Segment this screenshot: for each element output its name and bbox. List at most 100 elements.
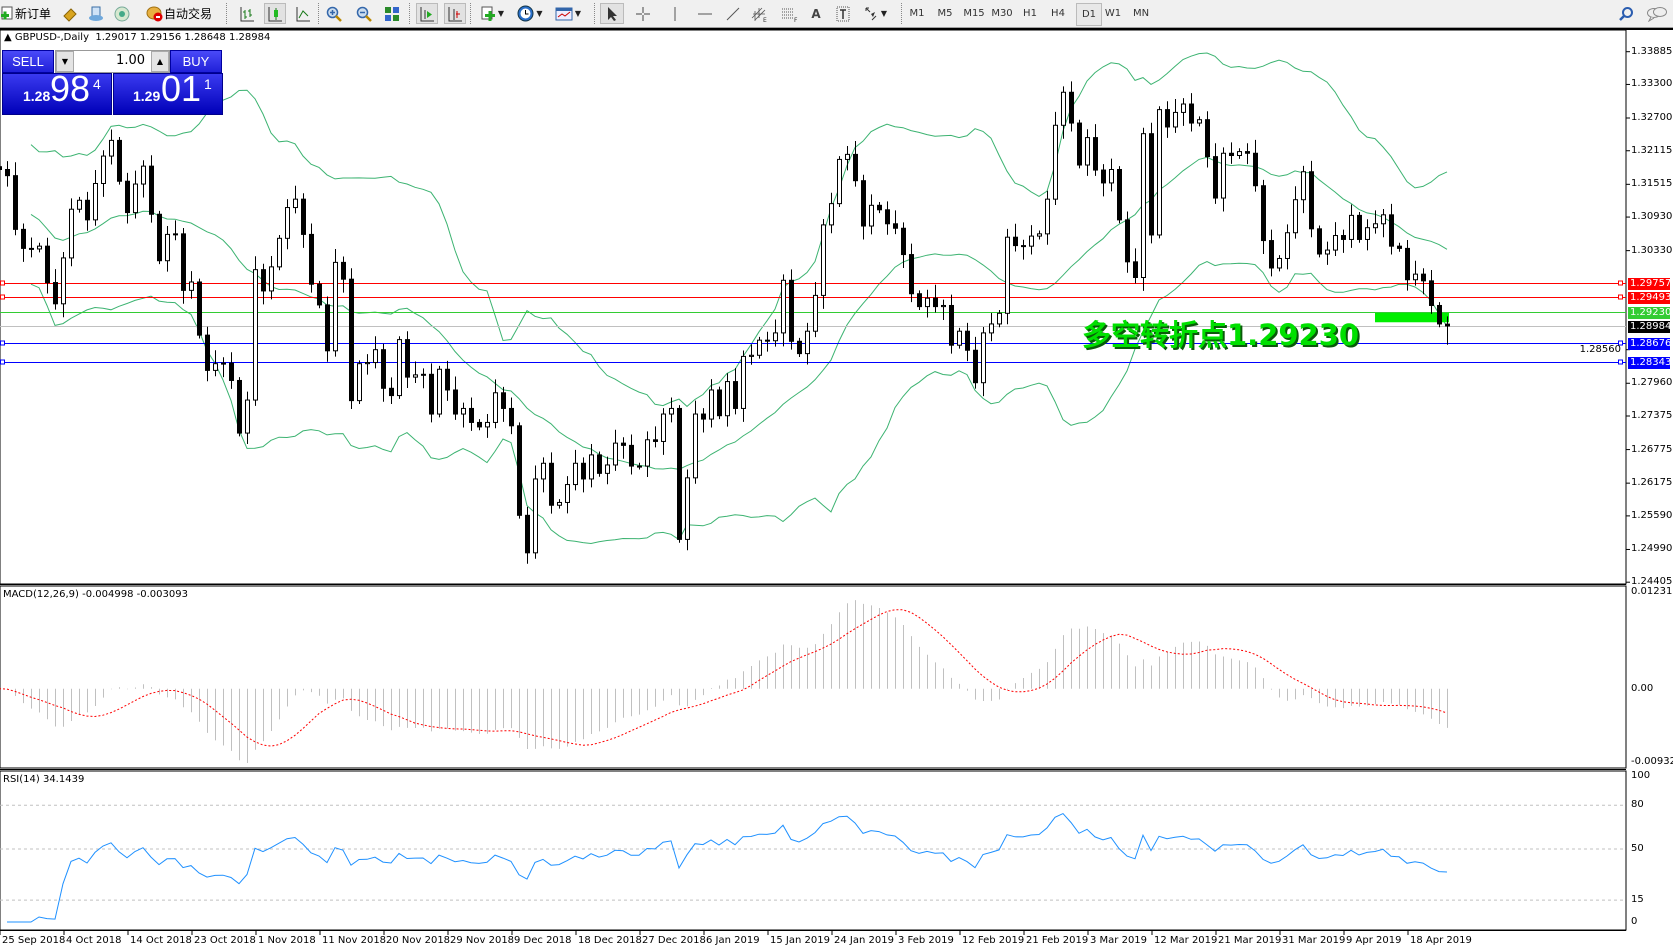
candle bbox=[165, 226, 170, 272]
vertical-line-tool[interactable] bbox=[664, 3, 686, 24]
candlestick-chart-button[interactable] bbox=[264, 3, 286, 24]
candle bbox=[1437, 302, 1442, 328]
auto-scroll-button[interactable] bbox=[416, 3, 438, 24]
timeframe-m30[interactable]: M30 bbox=[991, 8, 1013, 19]
new-order-button[interactable]: 新订单 bbox=[1, 3, 51, 24]
candle bbox=[661, 408, 666, 455]
buy-button[interactable]: BUY bbox=[170, 50, 222, 73]
timeframe-m1[interactable]: M1 bbox=[909, 8, 925, 19]
candle bbox=[413, 361, 418, 383]
rsi-pane-frame bbox=[0, 770, 1627, 931]
time-axis-label: 9 Apr 2019 bbox=[1346, 935, 1402, 946]
candle bbox=[325, 296, 330, 362]
sell-price-prefix: 1.28 bbox=[23, 88, 51, 104]
candle-body-bull bbox=[981, 332, 986, 384]
price-level-label[interactable]: 1.28676 bbox=[1628, 337, 1672, 350]
arrows-icon bbox=[865, 7, 877, 20]
zoom-out-button[interactable] bbox=[354, 3, 374, 24]
candle bbox=[1341, 229, 1346, 253]
candle bbox=[469, 397, 474, 431]
price-level-label[interactable]: 1.28984 bbox=[1628, 320, 1672, 333]
candle-body-bull bbox=[277, 237, 282, 268]
lot-decrease-button[interactable]: ▼ bbox=[56, 51, 74, 72]
candle bbox=[1045, 190, 1050, 245]
line-anchor-handle bbox=[0, 359, 5, 365]
candle bbox=[453, 376, 458, 420]
pivot-annotation-text[interactable]: 多空转折点1.29230 bbox=[1082, 318, 1360, 352]
tile-windows-button[interactable] bbox=[382, 3, 402, 24]
sell-button[interactable]: SELL bbox=[2, 50, 54, 73]
cursor-tool[interactable] bbox=[600, 3, 624, 24]
templates-dropdown[interactable]: ▼ bbox=[552, 3, 584, 24]
candle bbox=[629, 434, 634, 475]
trendline-tool[interactable] bbox=[722, 3, 744, 24]
candle bbox=[1213, 143, 1218, 204]
text-tool[interactable]: A bbox=[806, 3, 826, 24]
line-chart-button[interactable] bbox=[293, 3, 313, 24]
candle-body-bull bbox=[781, 279, 786, 334]
timeframe-m5[interactable]: M5 bbox=[937, 8, 953, 19]
fibonacci-tool[interactable]: F bbox=[779, 3, 801, 24]
timeframe-w1[interactable]: W1 bbox=[1104, 8, 1122, 19]
search-button[interactable] bbox=[1616, 3, 1636, 24]
price-level-label[interactable]: 1.29230 bbox=[1628, 306, 1672, 319]
timeframe-h4[interactable]: H4 bbox=[1051, 8, 1065, 19]
terminal-button[interactable] bbox=[112, 3, 132, 24]
price-level-label[interactable]: 1.29493 bbox=[1628, 291, 1672, 304]
candle-body-bear bbox=[157, 213, 162, 262]
chat-button[interactable] bbox=[1644, 3, 1670, 24]
auto-trading-button[interactable]: 自动交易 bbox=[146, 3, 212, 24]
arrows-dropdown[interactable]: ▼ bbox=[860, 3, 890, 24]
timeframe-d1[interactable]: D1 bbox=[1076, 3, 1102, 26]
candle-body-bear bbox=[197, 281, 202, 336]
market-watch-button[interactable] bbox=[60, 3, 80, 24]
candle-body-bear bbox=[1117, 168, 1122, 221]
candle-body-bear bbox=[765, 339, 770, 342]
price-level-label[interactable]: 1.28343 bbox=[1628, 356, 1672, 369]
candle-body-bull bbox=[1293, 199, 1298, 234]
candle-body-bull bbox=[365, 362, 370, 365]
candle-body-bull bbox=[557, 501, 562, 506]
candle bbox=[245, 391, 250, 444]
candle-body-bull bbox=[1173, 111, 1178, 128]
candle-body-bear bbox=[53, 282, 58, 305]
candle bbox=[189, 271, 194, 299]
zoom-in-button[interactable] bbox=[324, 3, 344, 24]
timeframe-m15[interactable]: M15 bbox=[963, 8, 985, 19]
candle bbox=[1285, 224, 1290, 270]
candle bbox=[1013, 223, 1018, 252]
price-tick-label: 1.32700 bbox=[1631, 112, 1673, 123]
text-label-tool[interactable] bbox=[832, 3, 854, 24]
candle-body-bear bbox=[125, 180, 130, 214]
sell-price-box[interactable]: 1.28 98 4 bbox=[2, 68, 112, 115]
text-label-icon bbox=[836, 6, 850, 21]
chart-shift-button[interactable] bbox=[444, 3, 466, 24]
line-anchor-handle bbox=[0, 294, 5, 300]
collapse-triangle-icon[interactable]: ▲ bbox=[4, 32, 12, 43]
candle-body-bull bbox=[829, 203, 834, 226]
periods-dropdown[interactable]: ▼ bbox=[515, 3, 545, 24]
candle bbox=[357, 360, 362, 404]
candle-body-bear bbox=[477, 421, 482, 428]
crosshair-tool[interactable] bbox=[632, 3, 654, 24]
buy-price-box[interactable]: 1.29 01 1 bbox=[113, 68, 223, 115]
price-level-label[interactable]: 1.29757 bbox=[1628, 277, 1672, 290]
equidistant-channel-tool[interactable]: E bbox=[749, 3, 771, 24]
candle-body-bear bbox=[933, 297, 938, 308]
indicators-dropdown[interactable]: ▼ bbox=[478, 3, 506, 24]
candle-body-bull bbox=[565, 484, 570, 503]
time-axis-label: 27 Dec 2018 bbox=[642, 935, 706, 946]
candle-body-bull bbox=[245, 399, 250, 434]
timeframe-mn[interactable]: MN bbox=[1132, 8, 1150, 19]
candle bbox=[1221, 147, 1226, 212]
candle bbox=[589, 443, 594, 488]
timeframe-h1[interactable]: H1 bbox=[1023, 8, 1037, 19]
horizontal-line-tool[interactable] bbox=[694, 3, 716, 24]
lot-increase-button[interactable]: ▲ bbox=[151, 51, 169, 72]
candle-body-bear bbox=[885, 209, 890, 225]
candle bbox=[61, 252, 66, 318]
data-window-button[interactable] bbox=[86, 3, 106, 24]
bar-chart-button[interactable] bbox=[237, 3, 257, 24]
lot-size-input[interactable]: 1.00 bbox=[116, 53, 145, 68]
